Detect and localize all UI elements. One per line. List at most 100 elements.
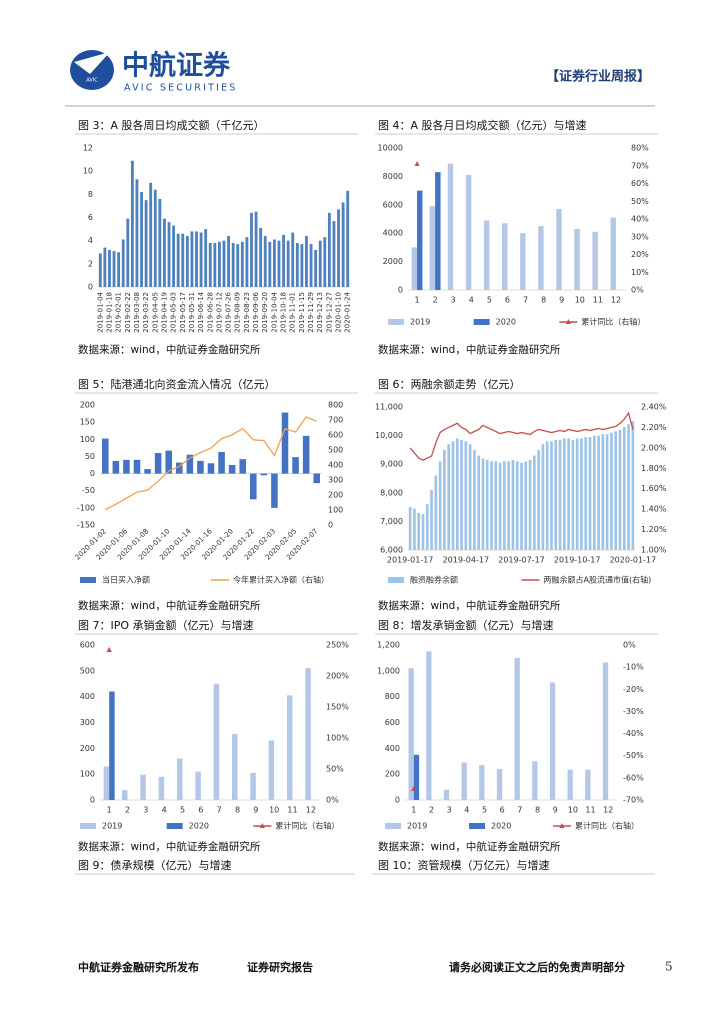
figure-caption: 图 5：陆港通北向资金流入情况（亿元） [78,377,276,391]
bar [144,200,148,287]
y2-tick-label: 200 [328,491,343,500]
marker [411,785,417,791]
y2-tick-label: 100% [326,734,349,743]
logo-en: AVIC SECURITIES [124,83,238,94]
bar [245,237,249,287]
legend-label: 融资融券余额 [410,575,458,585]
y-tick-label: 400 [385,744,400,753]
x-tick-label: 2020-01-24 [344,291,352,332]
bar [133,459,141,474]
bar [408,507,412,550]
y-tick-label: 150 [80,418,95,427]
y2-tick-label: 600 [328,431,343,440]
x-tick-label: 5 [487,296,492,305]
marker [106,646,112,652]
bar [195,771,201,800]
bar [567,438,570,550]
y2-tick-label: 300 [328,476,343,485]
bar [204,229,208,287]
bar [250,212,253,287]
x-tick-label: 2019-04-17 [443,556,490,565]
x-tick-label: 2019-01-18 [105,292,113,333]
x-tick-label: 2 [433,296,438,305]
x-tick-label: 4 [469,296,474,305]
bar [461,762,467,800]
x-tick-label: 2020-01-17 [610,556,657,565]
bar [195,231,198,287]
x-tick-label: 1 [414,296,419,305]
bar [271,473,278,508]
bar [190,231,194,287]
legend-swatch [388,319,404,325]
marker [414,160,420,166]
y2-tick-label: 1.60% [641,484,667,493]
bar [524,461,528,550]
bar [250,473,257,500]
bar [455,438,459,550]
y2-tick-label: 50% [631,197,649,206]
bar [627,424,630,550]
chart: 图 3：A 股各周日均成交额（千亿元）数据来源：wind，中航证券金融研究所02… [75,118,358,356]
y-tick-label: 300 [80,718,95,727]
bar [464,441,468,550]
bar [618,429,622,550]
bar [153,189,157,287]
bar [549,682,556,800]
bar [533,455,536,550]
source-note: 数据来源：wind，中航证券金融研究所 [378,343,561,356]
figure-caption: 图 4：A 股各月日均成交额（亿元）与增速 [378,118,587,132]
bar [610,432,613,550]
x-tick-label: 2019-03-08 [133,292,141,333]
y2-tick-label: 100 [328,506,343,515]
bar [574,228,580,290]
bar [305,236,308,287]
legend-swatch [559,823,565,828]
bar [130,160,134,287]
y-tick-label: 800 [385,692,400,701]
bar [532,761,538,800]
bar [538,226,544,290]
bar [263,236,267,287]
bar [563,438,566,550]
y2-tick-label: 1.00% [641,546,667,555]
x-tick-label: 9 [553,806,558,815]
bar [300,244,304,287]
x-tick-label: 8 [235,806,240,815]
line-series [104,416,317,511]
bar [309,244,313,287]
bar [429,206,436,290]
report-type: 【证券行业周报】 [546,69,650,85]
figure-caption: 图 6：两融余额走势（亿元） [378,377,521,391]
y2-tick-label: 500 [328,446,343,455]
bar [477,455,480,550]
bar [435,172,441,290]
x-tick-label: 6 [198,806,203,815]
bar [268,740,275,800]
bar [571,439,575,550]
y2-tick-label: 30% [631,232,649,241]
bar [327,212,331,287]
bar [117,252,121,287]
y2-tick-label: 60% [631,179,649,188]
bar [614,431,618,550]
y-tick-label: 0 [90,469,95,478]
chart: 图 4：A 股各月日均成交额（亿元）与增速数据来源：wind，中航证券金融研究所… [375,118,658,356]
y2-tick-label: 800 [328,401,343,410]
y-tick-label: -50 [82,486,95,495]
y2-tick-label: 0 [328,521,333,530]
x-tick-label: 2019-08-23 [243,292,251,333]
source-note: 数据来源：wind，中航证券金融研究所 [378,599,561,612]
bar [98,253,102,287]
bar [592,435,596,550]
y2-tick-label: -10% [623,663,644,672]
x-tick-label: 3 [451,296,456,305]
x-tick-label: 2019-07-12 [215,292,223,333]
bar [305,668,311,800]
x-tick-label: 2019-09-06 [252,291,260,332]
x-tick-label: 2019-05-17 [179,292,187,333]
bar [140,774,146,800]
x-tick-label: 2019-02-22 [124,292,132,333]
y2-tick-label: -70% [623,796,644,805]
bar [425,504,429,550]
